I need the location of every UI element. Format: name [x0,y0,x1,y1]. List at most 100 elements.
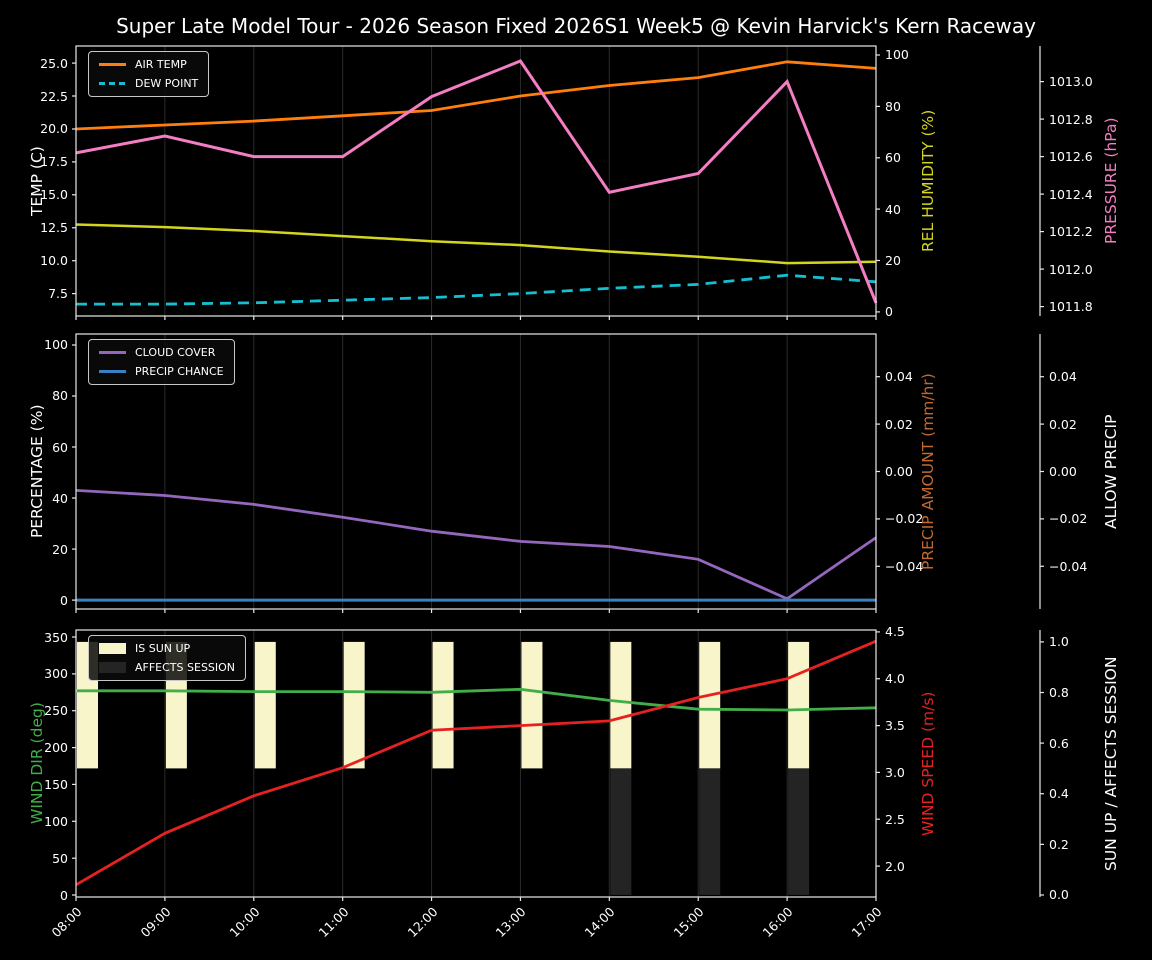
wind-left-tick-label: 250 [44,703,68,719]
legend-label: DEW POINT [135,77,199,90]
temperature-right1-tick-label: 60 [885,150,901,166]
dew-point-line [76,273,877,306]
legend-label: AFFECTS SESSION [135,661,236,674]
precipitation-right1-tick-label: 0.00 [885,464,913,479]
temperature-right2-tick-label: 1012.0 [1049,261,1093,277]
is-sun-up-bar [521,641,543,769]
temperature-left-tick-label: 12.5 [40,220,68,236]
wind-right1-tick-label: 2.5 [885,811,905,827]
precipitation-right2-tick-label: −0.04 [1049,558,1088,574]
wind-right1-tick-label: 3.5 [885,718,905,734]
x-tick-label: 14:00 [581,904,618,941]
cloud-cover-line [75,489,877,601]
wind-left-tick-label: 300 [44,666,68,682]
precipitation-left-tick-label: 20 [52,541,68,557]
wind-left-tick-label: 150 [44,776,68,792]
precipitation-right2-axis-label: ALLOW PRECIP [1102,414,1120,529]
legend-label: CLOUD COVER [135,346,216,359]
wind-right1-tick-label: 3.0 [885,764,905,780]
temperature-legend: AIR TEMP DEW POINT [88,51,210,97]
x-tick-label: 12:00 [404,904,441,941]
wind-right2-axis-label: SUN UP / AFFECTS SESSION [1102,656,1120,871]
temperature-left-tick-label: 25.0 [40,55,68,71]
temperature-right1-axis-label: REL HUMIDITY (%) [919,109,937,253]
wind-legend: IS SUN UP AFFECTS SESSION [88,635,247,681]
precipitation-right2-tick-label: 0.02 [1049,416,1077,432]
wind-right2-tick-label: 0.4 [1049,786,1069,802]
wind-right2-tick-label: 0.6 [1049,735,1069,751]
precipitation-panel [72,333,1044,613]
precipitation-right1-tick-label: −0.04 [885,558,924,574]
precipitation-right1-tick-label: 0.04 [885,369,913,385]
legend-item-affects-session: AFFECTS SESSION [99,661,235,674]
temperature-left-axis-label: TEMP (C) [28,146,46,216]
x-tick-label: 15:00 [670,904,707,941]
precipitation-left-tick-label: 60 [52,439,68,455]
temperature-right2-tick-label: 1011.8 [1049,299,1093,315]
temperature-right1-tick-label: 20 [885,253,901,268]
x-tick-label: 09:00 [137,904,174,941]
wind-left-tick-label: 350 [44,629,68,645]
temperature-right2-tick-label: 1012.4 [1049,186,1093,202]
wind-right1-axis-label: WIND SPEED (m/s) [919,691,937,836]
legend-swatch [99,662,126,673]
is-sun-up-bar [699,641,721,769]
wind-speed-line [75,639,877,887]
precipitation-right1-tick-label: −0.02 [885,511,924,527]
precipitation-right2-tick-label: 0.04 [1049,369,1077,385]
affects-session-bar [699,768,721,895]
wind-left-axis-label: WIND DIR (deg) [28,702,46,825]
precipitation-right2-tick-label: 0.00 [1049,464,1077,479]
air-temp-line [75,60,877,131]
temperature-left-tick-label: 15.0 [40,187,68,203]
affects-session-bar [610,768,632,895]
is-sun-up-bar [432,641,454,769]
wind-left-tick-label: 0 [60,887,68,903]
plot-border [75,45,877,317]
temperature-left-tick-label: 10.0 [40,253,68,269]
temperature-right1-tick-label: 40 [885,201,901,217]
is-sun-up-bar [788,641,810,769]
temperature-right2-axis-label: PRESSURE (hPa) [1102,117,1120,245]
legend-item-is-sun-up: IS SUN UP [99,642,235,655]
x-tick-label: 11:00 [315,904,352,941]
plot-border [75,629,877,898]
legend-swatch [99,351,126,354]
temperature-right1-tick-label: 80 [885,98,901,114]
legend-label: AIR TEMP [135,58,187,71]
wind-right2-tick-label: 0.8 [1049,685,1069,700]
wind-right1-tick-label: 2.0 [885,858,905,874]
wind-dir-line [76,687,877,712]
legend-item-dew-point: DEW POINT [99,77,198,90]
precipitation-right2-tick-label: −0.02 [1049,511,1088,527]
legend-swatch [99,82,126,85]
legend-label: PRECIP CHANCE [135,365,224,378]
temperature-right2-tick-label: 1012.8 [1049,111,1093,127]
temperature-left-tick-label: 17.5 [40,154,68,170]
is-sun-up-bar [343,641,365,769]
precipitation-legend: CLOUD COVER PRECIP CHANCE [88,339,235,385]
wind-right2-tick-label: 0.0 [1049,887,1069,903]
temperature-panel [72,45,1044,320]
wind-left-tick-label: 100 [44,813,68,829]
x-tick-label: 17:00 [848,904,885,941]
legend-item-cloud-cover: CLOUD COVER [99,346,224,359]
wind-right2-tick-label: 1.0 [1049,634,1069,650]
precipitation-left-tick-label: 100 [44,337,68,353]
x-tick-label: 13:00 [492,904,530,941]
precipitation-left-tick-label: 40 [52,490,68,506]
precipitation-left-tick-label: 80 [52,388,68,404]
precipitation-right1-tick-label: 0.02 [885,416,913,432]
legend-swatch [99,63,126,66]
legend-label: IS SUN UP [135,642,191,655]
chart-title: Super Late Model Tour - 2026 Season Fixe… [116,14,1036,38]
affects-session-bar [788,768,810,895]
temperature-left-tick-label: 22.5 [40,88,68,104]
temperature-right1-tick-label: 0 [885,304,893,320]
x-tick-label: 10:00 [226,904,263,941]
precipitation-left-tick-label: 0 [60,592,68,608]
legend-item-air-temp: AIR TEMP [99,58,198,71]
legend-swatch [99,643,126,654]
wind-right2-tick-label: 0.2 [1049,836,1069,852]
